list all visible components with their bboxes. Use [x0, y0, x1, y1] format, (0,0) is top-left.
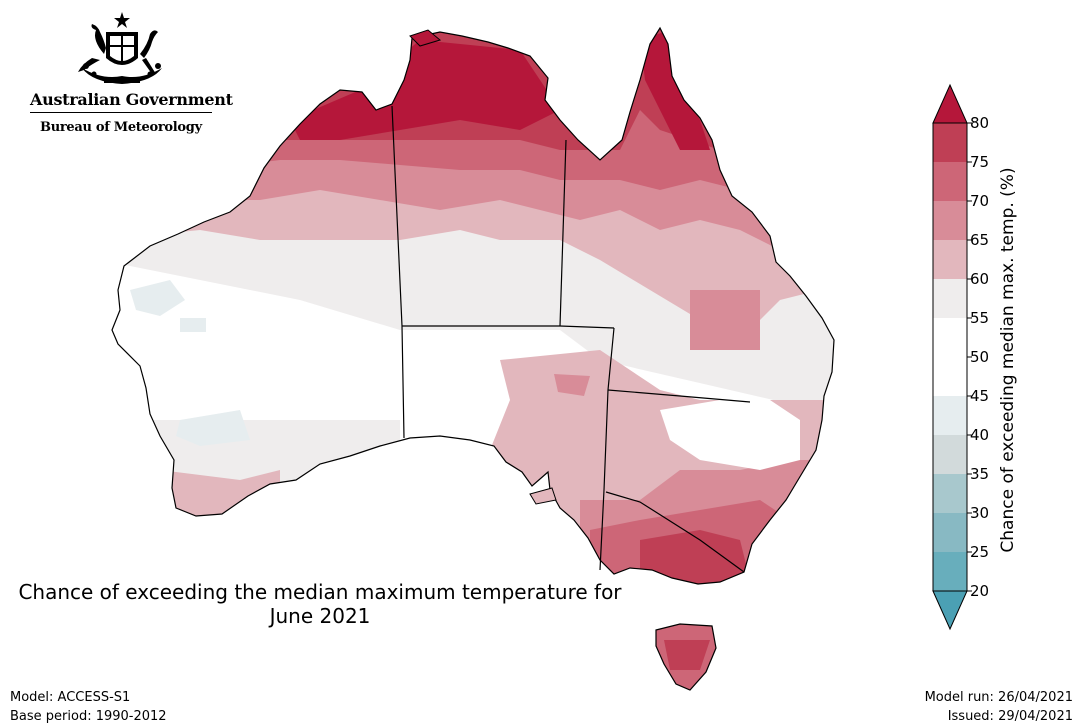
map-title: Chance of exceeding the median maximum t…	[0, 580, 640, 628]
bureau-name: Bureau of Meteorology	[40, 120, 202, 135]
colorbar-tick-label: 30	[970, 504, 990, 522]
legend-title: Chance of exceeding median max. temp. (%…	[998, 167, 1018, 553]
colorbar-tick-label: 80	[970, 114, 990, 132]
colorbar	[932, 83, 972, 631]
colorbar-tick-label: 65	[970, 231, 990, 249]
colorbar-bin-70-75	[933, 162, 967, 201]
map-title-line1: Chance of exceeding the median maximum t…	[18, 580, 622, 604]
state-borders	[391, 105, 751, 573]
model-run-label: Model run: 26/04/2021	[924, 690, 1073, 705]
map-title-line2: June 2021	[269, 604, 371, 628]
colorbar-bin-45-50	[933, 357, 967, 396]
issued-label: Issued: 29/04/2021	[947, 709, 1073, 724]
coat-of-arms-icon	[78, 12, 162, 84]
colorbar-bin-65-70	[933, 201, 967, 240]
colorbar-tick-label: 55	[970, 309, 990, 327]
colorbar-bin-30-35	[933, 474, 967, 513]
logo-divider	[30, 112, 212, 113]
footer-run-info: Model run: 26/04/2021 Issued: 29/04/2021	[925, 688, 1073, 726]
colorbar-tick-label: 75	[970, 153, 990, 171]
model-label: Model: ACCESS-S1	[10, 690, 131, 705]
colorbar-bin-25-30	[933, 513, 967, 552]
colorbar-tick-label: 70	[970, 192, 990, 210]
colorbar-bin-50-55	[933, 318, 967, 357]
colorbar-bin-55-60	[933, 279, 967, 318]
colorbar-over-arrow	[932, 83, 968, 124]
colorbar-tick-label: 50	[970, 348, 990, 366]
colorbar-bin-40-45	[933, 396, 967, 435]
government-logo: Australian Government Bureau of Meteorol…	[22, 10, 233, 140]
colorbar-tick-label: 20	[970, 582, 990, 600]
colorbar-under-arrow	[932, 590, 968, 631]
colorbar-tick-label: 60	[970, 270, 990, 288]
colorbar-bin-35-40	[933, 435, 967, 474]
colorbar-tick-label: 35	[970, 465, 990, 483]
colorbar-bin-60-65	[933, 240, 967, 279]
government-name: Australian Government	[30, 90, 233, 109]
australia-map	[111, 27, 835, 691]
colorbar-tick-label: 40	[970, 426, 990, 444]
base-period-label: Base period: 1990-2012	[10, 709, 167, 724]
colorbar-legend: 80 75 70 65 60 55 50 45 40 35 30 25 20	[920, 80, 1080, 640]
colorbar-bin-75-80	[933, 123, 967, 162]
colorbar-bin-20-25	[933, 552, 967, 591]
footer-model-info: Model: ACCESS-S1 Base period: 1990-2012	[10, 688, 167, 726]
colorbar-tick-label: 45	[970, 387, 990, 405]
colorbar-tick-label: 25	[970, 543, 990, 561]
